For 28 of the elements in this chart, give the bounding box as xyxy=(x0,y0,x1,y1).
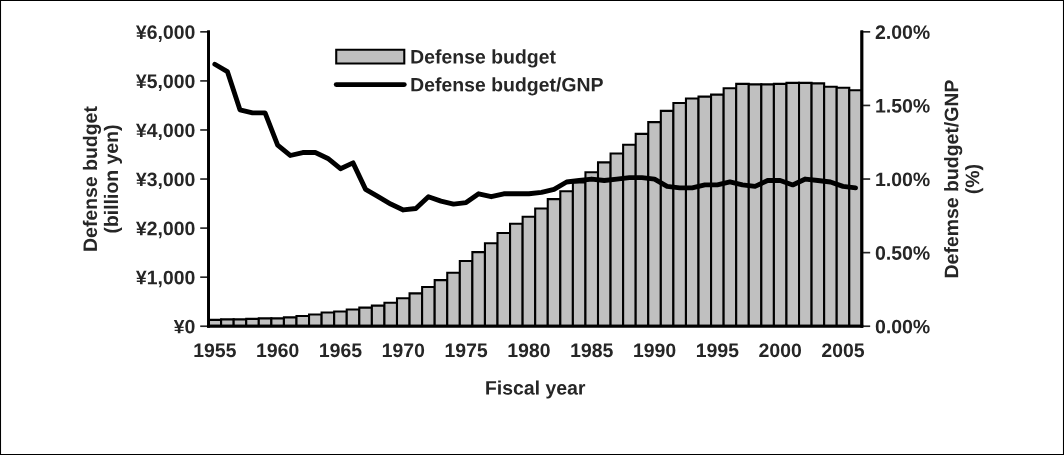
x-tick-label: 1995 xyxy=(696,343,739,358)
y-tick-label: ¥0 xyxy=(173,319,195,334)
x-tick-label: 1960 xyxy=(257,343,299,358)
y-tick-label: ¥4,000 xyxy=(135,123,195,141)
legend-label: Defense budget xyxy=(411,49,556,68)
y-tick-label: ¥5,000 xyxy=(135,74,195,91)
y2-tick-label: 1.50% xyxy=(876,98,930,113)
y2-axis-title: Defemse budget/GNP (%) xyxy=(944,80,984,278)
x-tick-label: 1980 xyxy=(508,343,550,358)
y2-tick-label: 0.00% xyxy=(875,319,930,334)
y2-tick-label: 0.50% xyxy=(875,246,930,260)
x-tick-label: 2000 xyxy=(759,343,802,358)
x-tick-label: 1990 xyxy=(634,343,676,358)
x-tick-label: 2005 xyxy=(822,343,865,358)
y2-tick-label: 2.00% xyxy=(875,25,930,40)
y2-tick-label: 1.00% xyxy=(876,172,930,187)
x-tick-label: 1970 xyxy=(382,343,425,358)
x-tick-label: 1955 xyxy=(194,343,236,358)
x-tick-label: 1985 xyxy=(571,343,613,358)
y-tick-label: ¥6,000 xyxy=(135,25,195,42)
legend-label: Defense budget/GNP xyxy=(411,77,603,96)
x-tick-label: 1975 xyxy=(445,343,488,358)
y-tick-label: ¥3,000 xyxy=(135,172,195,190)
y-tick-label: ¥1,000 xyxy=(135,270,195,288)
y-tick-label: ¥2,000 xyxy=(135,221,195,239)
x-axis-title: Fiscal year xyxy=(486,380,586,399)
x-tick-label: 1965 xyxy=(320,343,362,358)
y-axis-title: Defense budget (billion yen) xyxy=(82,106,122,251)
